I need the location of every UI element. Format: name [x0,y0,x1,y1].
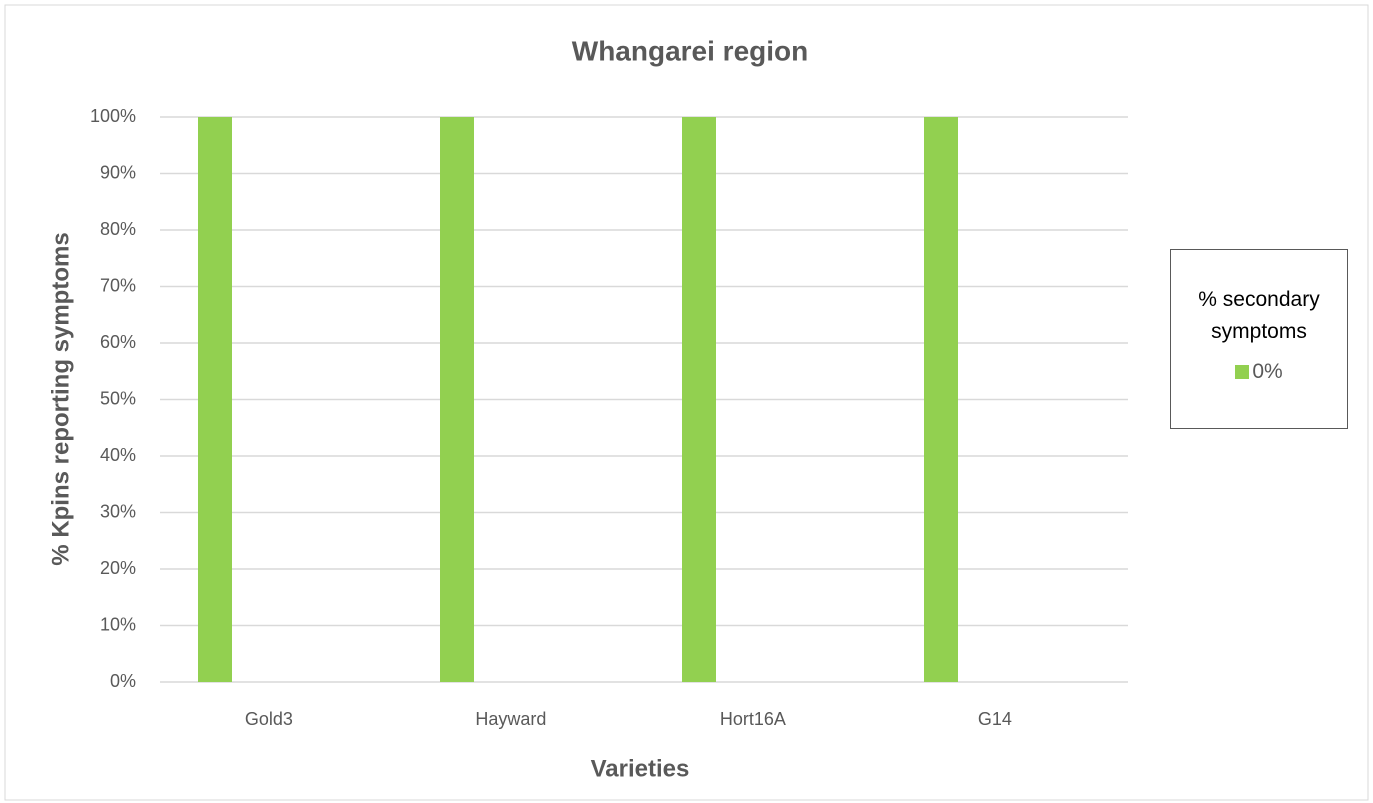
legend-swatch [1235,365,1250,379]
bar [198,117,232,682]
chart-title: Whangarei region [572,35,808,66]
y-tick-label: 70% [100,275,136,295]
y-tick-label: 0% [110,671,136,691]
x-tick-label: G14 [978,709,1012,729]
chart-border [4,4,1369,801]
y-tick-label: 20% [100,558,136,578]
y-tick-label: 50% [100,388,136,408]
y-tick-label: 30% [100,501,136,521]
bar [440,117,474,682]
bar [682,117,716,682]
y-tick-label: 90% [100,162,136,182]
x-tick-label: Hayward [475,709,546,729]
y-tick-label: 80% [100,219,136,239]
legend: % secondary symptoms 0% [1170,249,1348,429]
legend-item: 0% [1171,360,1347,384]
x-axis-title: Varieties [591,755,690,782]
y-tick-label: 60% [100,332,136,352]
y-axis-title: % Kpins reporting symptoms [47,232,74,565]
bar [924,117,958,682]
legend-label: 0% [1252,360,1283,383]
legend-title: % secondary symptoms [1198,288,1320,343]
x-tick-label: Gold3 [245,709,293,729]
x-tick-label: Hort16A [720,709,786,729]
y-tick-label: 10% [100,614,136,634]
y-tick-label: 100% [90,106,136,126]
y-tick-label: 40% [100,445,136,465]
